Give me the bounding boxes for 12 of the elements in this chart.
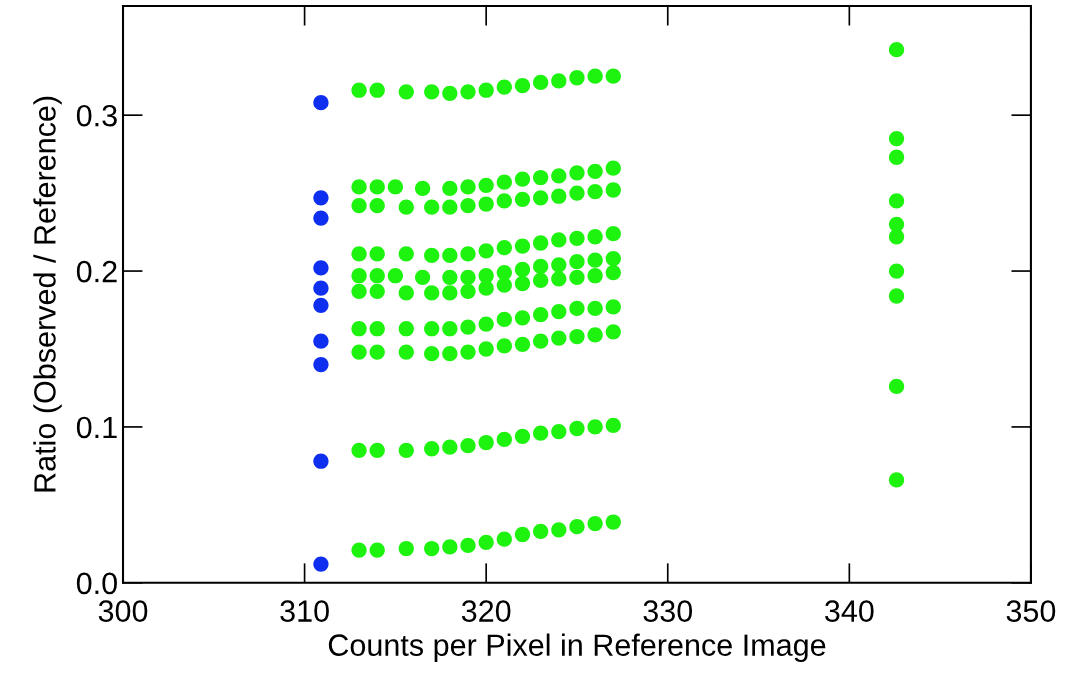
y-tick-label: 0.0 [76, 572, 117, 595]
x-tick-label: 330 [643, 600, 693, 622]
x-tick-label: 340 [825, 600, 874, 622]
x-tick-label: 310 [280, 600, 329, 622]
y-axis-title: Ratio (Observed / Reference) [33, 96, 62, 492]
x-tick-label: 350 [1006, 600, 1056, 622]
x-tick-label: 320 [461, 600, 511, 622]
x-axis-title: Counts per Pixel in Reference Image [328, 633, 826, 663]
x-tick-label: 300 [98, 600, 148, 622]
y-tick-label: 0.3 [76, 104, 117, 127]
y-tick-label: 0.2 [76, 260, 117, 283]
y-tick-label: 0.1 [76, 416, 117, 439]
